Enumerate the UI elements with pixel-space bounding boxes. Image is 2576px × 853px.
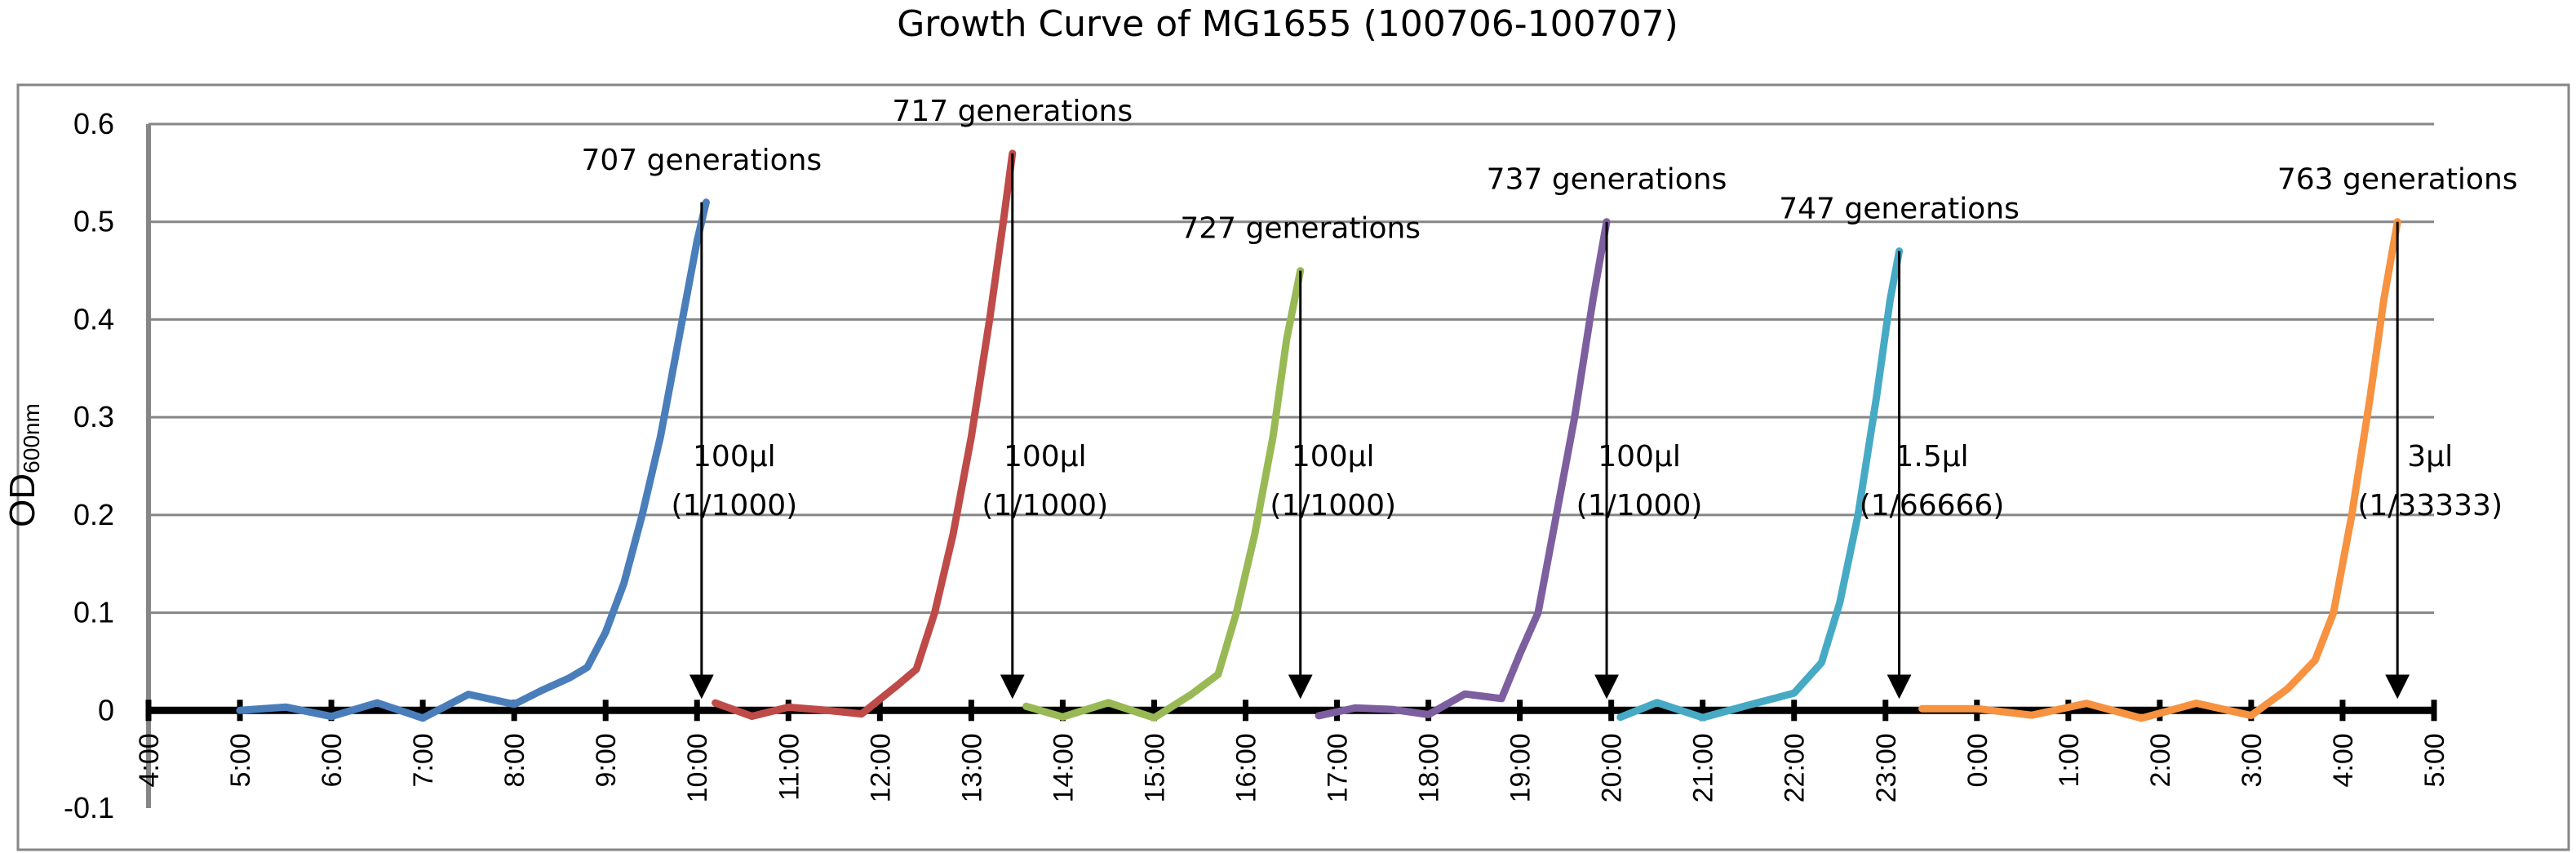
chart-title: Growth Curve of MG1655 (100706-100707) (897, 3, 1678, 45)
annotation-label: 747 generations (1779, 193, 2020, 226)
annotation-dilution: (1/1000) (671, 489, 797, 522)
annotation-dilution: (1/1000) (1576, 489, 1703, 522)
x-tick-label: 2:00 (2145, 733, 2176, 787)
y-tick-label: 0.2 (73, 498, 114, 531)
x-tick-label: 12:00 (865, 733, 896, 802)
x-tick-label: 0:00 (1962, 733, 1993, 787)
x-tick-label: 15:00 (1139, 733, 1170, 802)
x-tick-label: 4:00 (134, 733, 165, 787)
x-tick-label: 23:00 (1871, 733, 1902, 802)
series-line-6 (1918, 218, 2401, 722)
x-tick-label: 11:00 (774, 733, 805, 801)
annotation-label: 763 generations (2277, 163, 2518, 197)
x-tick-label: 8:00 (499, 733, 530, 787)
annotation-volume: 100μl (693, 440, 776, 473)
grid (146, 122, 2434, 808)
annotation-volume: 100μl (1292, 440, 1375, 473)
annotation-dilution: (1/33333) (2357, 489, 2503, 522)
y-tick-label: 0.3 (73, 400, 114, 433)
x-tick-label: 17:00 (1323, 733, 1354, 802)
y-tick-label: 0.1 (73, 596, 114, 629)
x-tick-label: 10:00 (682, 733, 713, 802)
chart-border (16, 83, 2570, 851)
x-tick-label: 4:00 (2328, 733, 2359, 787)
x-tick-label: 9:00 (591, 733, 622, 787)
x-tick-label: 20:00 (1597, 733, 1628, 802)
annotation-volume: 100μl (1004, 440, 1087, 473)
series-line-2 (712, 149, 1017, 720)
x-tick-label: 22:00 (1780, 733, 1811, 802)
x-tick-label: 1:00 (2054, 733, 2085, 787)
series-group (236, 149, 2401, 722)
y-tick-label: 0 (98, 693, 114, 726)
annotation-dilution: (1/66666) (1860, 489, 2005, 522)
x-tick-label: 13:00 (956, 733, 987, 802)
series-line-5 (1616, 247, 1904, 722)
annotation-label: 717 generations (892, 95, 1133, 128)
annotation-volume: 100μl (1598, 440, 1681, 473)
x-tick-label: 5:00 (2419, 733, 2450, 787)
x-tick-label: 14:00 (1048, 733, 1079, 802)
x-tick-label: 18:00 (1414, 733, 1445, 802)
annotation-volume: 1.5μl (1895, 440, 1968, 473)
y-axis-label-main: OD (2, 473, 42, 527)
annotations: 707 generations 100μl (1/1000) 717 generati… (581, 95, 2518, 700)
annotation-label: 737 generations (1487, 163, 1727, 197)
series-line-3 (1022, 267, 1305, 722)
x-tick-label: 5:00 (225, 733, 256, 787)
annotation-label: 707 generations (581, 144, 822, 177)
y-tick-label: 0.5 (73, 205, 114, 238)
y-tick-label: 0.4 (73, 302, 114, 335)
series-line-1 (236, 198, 710, 722)
annotation-dilution: (1/1000) (1270, 489, 1396, 522)
x-tick-label: 3:00 (2237, 733, 2268, 787)
y-axis-label-sub: 600nm (19, 403, 44, 473)
x-tick-label: 19:00 (1505, 733, 1536, 802)
annotation-label: 727 generations (1180, 212, 1421, 246)
x-tick-label: 7:00 (408, 733, 439, 787)
y-ticks: -0.1 0 0.1 0.2 0.3 0.4 0.5 0.6 (64, 107, 114, 824)
y-axis-label: OD600nm (2, 403, 44, 527)
series-line-4 (1315, 218, 1611, 720)
annotation-volume: 3μl (2407, 440, 2453, 473)
x-tick-label: 21:00 (1688, 733, 1719, 802)
annotation-dilution: (1/1000) (982, 489, 1108, 522)
x-tick-label: 16:00 (1230, 733, 1261, 802)
y-tick-label: -0.1 (64, 791, 114, 824)
x-tick-label: 6:00 (317, 733, 348, 787)
y-tick-label: 0.6 (73, 107, 114, 140)
